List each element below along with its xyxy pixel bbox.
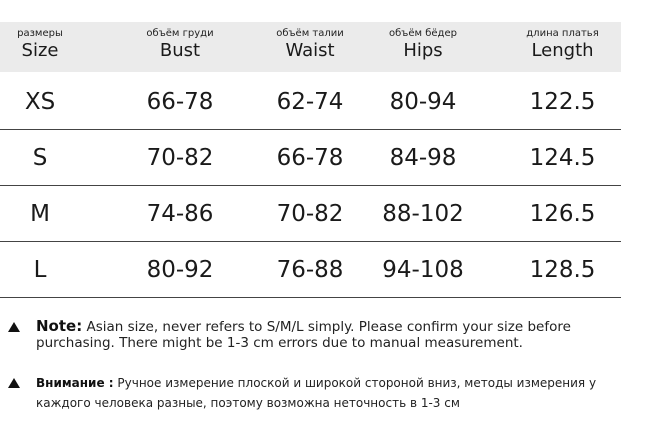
- header-hips-ru: объём бёдер: [389, 28, 457, 39]
- hips-cell: 84-98: [389, 145, 457, 171]
- note-english-label: Note:: [36, 317, 83, 335]
- note-english: Note: Asian size, never refers to S/M/L …: [8, 318, 638, 351]
- size-cell: L: [33, 257, 47, 283]
- size-cell: S: [32, 145, 48, 171]
- bust-cell: 80-92: [146, 257, 214, 283]
- table-row: M 74-86 70-82 88-102 126.5: [0, 186, 621, 242]
- header-length: длина платья Length: [505, 22, 620, 72]
- bust-cell: 70-82: [146, 145, 214, 171]
- header-bust-ru: объём груди: [146, 28, 214, 39]
- note-russian-text: Внимание : Ручное измерение плоской и ши…: [36, 373, 638, 413]
- waist-cell: 76-88: [276, 257, 344, 283]
- header-hips: объём бёдер Hips: [368, 22, 478, 72]
- header-length-ru: длина платья: [526, 28, 599, 39]
- length-cell: 128.5: [529, 257, 596, 283]
- note-russian-label: Внимание :: [36, 376, 114, 390]
- hips-cell: 94-108: [382, 257, 464, 283]
- warning-triangle-icon: [8, 322, 20, 332]
- header-bust-en: Bust: [159, 40, 201, 61]
- waist-cell: 66-78: [276, 145, 344, 171]
- note-english-text: Note: Asian size, never refers to S/M/L …: [36, 318, 638, 351]
- header-size-ru: размеры: [17, 28, 63, 39]
- note-russian: Внимание : Ручное измерение плоской и ши…: [8, 373, 638, 413]
- note-russian-body: Ручное измерение плоской и широкой сторо…: [36, 376, 597, 410]
- waist-cell: 62-74: [276, 89, 344, 115]
- header-waist-ru: объём талии: [276, 28, 344, 39]
- waist-cell: 70-82: [276, 201, 344, 227]
- header-size: размеры Size: [0, 22, 80, 72]
- warning-triangle-icon: [8, 378, 20, 388]
- length-cell: 122.5: [529, 89, 596, 115]
- table-row: L 80-92 76-88 94-108 128.5: [0, 242, 621, 298]
- table-row: S 70-82 66-78 84-98 124.5: [0, 130, 621, 186]
- table-header: размеры Size объём груди Bust объём тали…: [0, 22, 621, 72]
- header-waist: объём талии Waist: [255, 22, 365, 72]
- header-bust: объём груди Bust: [125, 22, 235, 72]
- header-size-en: Size: [21, 40, 59, 61]
- length-cell: 126.5: [529, 201, 596, 227]
- header-waist-en: Waist: [285, 40, 335, 61]
- size-cell: XS: [24, 89, 56, 115]
- length-cell: 124.5: [529, 145, 596, 171]
- table-row: XS 66-78 62-74 80-94 122.5: [0, 74, 621, 130]
- size-cell: M: [30, 201, 50, 227]
- hips-cell: 80-94: [389, 89, 457, 115]
- header-hips-en: Hips: [403, 40, 443, 61]
- hips-cell: 88-102: [382, 201, 464, 227]
- bust-cell: 74-86: [146, 201, 214, 227]
- header-length-en: Length: [531, 40, 594, 61]
- bust-cell: 66-78: [146, 89, 214, 115]
- note-english-body: Asian size, never refers to S/M/L simply…: [36, 319, 571, 351]
